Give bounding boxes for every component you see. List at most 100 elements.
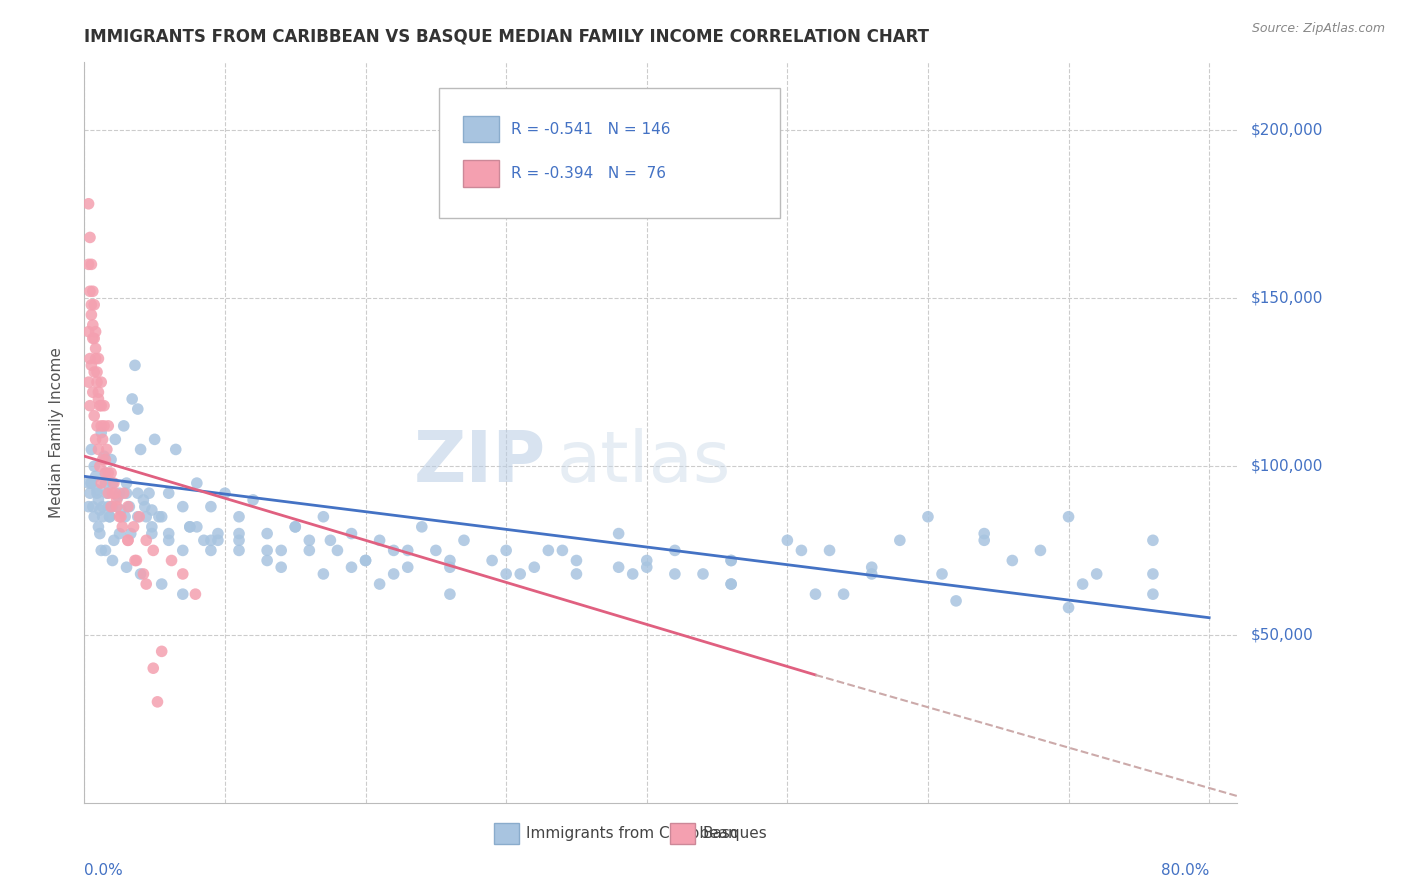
Point xyxy=(84,469,107,483)
Point xyxy=(396,543,419,558)
Point xyxy=(84,325,107,339)
Point xyxy=(179,520,201,534)
Point xyxy=(1142,566,1164,581)
Point xyxy=(135,533,157,548)
Point xyxy=(945,594,967,608)
Point xyxy=(860,560,883,574)
Point xyxy=(298,533,321,548)
Point xyxy=(354,553,377,567)
Point xyxy=(117,500,139,514)
Text: Basques: Basques xyxy=(703,826,768,840)
Point xyxy=(172,587,194,601)
Point xyxy=(207,533,229,548)
Point xyxy=(93,418,115,433)
Point xyxy=(481,553,503,567)
Point xyxy=(312,566,335,581)
Point xyxy=(110,509,132,524)
Point xyxy=(138,486,160,500)
Point xyxy=(790,543,813,558)
Point xyxy=(80,298,103,312)
Point xyxy=(82,385,104,400)
FancyBboxPatch shape xyxy=(463,161,499,186)
Point xyxy=(973,526,995,541)
Point xyxy=(77,476,100,491)
Point xyxy=(90,399,112,413)
Point xyxy=(200,500,222,514)
Point xyxy=(150,577,173,591)
FancyBboxPatch shape xyxy=(494,822,519,844)
Text: $50,000: $50,000 xyxy=(1251,627,1315,642)
Point xyxy=(77,375,100,389)
Point xyxy=(319,533,342,548)
Point xyxy=(439,553,461,567)
Point xyxy=(87,442,110,457)
Point xyxy=(141,520,163,534)
Point xyxy=(84,342,107,356)
Text: R = -0.394   N =  76: R = -0.394 N = 76 xyxy=(510,166,666,181)
Point xyxy=(228,526,250,541)
Text: $200,000: $200,000 xyxy=(1251,122,1323,137)
Point xyxy=(411,520,433,534)
Point xyxy=(200,543,222,558)
Point xyxy=(112,418,135,433)
Point xyxy=(87,392,110,406)
Text: Immigrants from Caribbean: Immigrants from Caribbean xyxy=(526,826,738,840)
Point xyxy=(509,566,531,581)
Point xyxy=(228,533,250,548)
Point xyxy=(89,399,111,413)
Point xyxy=(79,486,101,500)
Point xyxy=(453,533,475,548)
Point xyxy=(83,409,105,423)
Point xyxy=(1029,543,1052,558)
Point xyxy=(1071,577,1094,591)
Point xyxy=(523,560,546,574)
Point xyxy=(141,503,163,517)
Point xyxy=(115,476,138,491)
Point xyxy=(103,533,125,548)
Point xyxy=(105,492,128,507)
Point xyxy=(368,577,391,591)
FancyBboxPatch shape xyxy=(440,88,779,218)
Point xyxy=(214,486,236,500)
Point xyxy=(89,526,111,541)
Point xyxy=(720,553,742,567)
Point xyxy=(96,486,118,500)
Point xyxy=(97,500,120,514)
Point xyxy=(142,543,165,558)
Point xyxy=(104,486,127,500)
Point xyxy=(90,375,112,389)
Point xyxy=(636,553,658,567)
Text: Source: ZipAtlas.com: Source: ZipAtlas.com xyxy=(1251,22,1385,36)
Point xyxy=(242,492,264,507)
Point xyxy=(94,543,117,558)
Point xyxy=(94,466,117,480)
Point xyxy=(132,492,155,507)
Point xyxy=(79,351,101,366)
Point xyxy=(172,543,194,558)
Point xyxy=(77,500,100,514)
Point xyxy=(101,476,124,491)
Point xyxy=(122,520,145,534)
Text: $150,000: $150,000 xyxy=(1251,291,1323,305)
Point xyxy=(114,509,136,524)
Point xyxy=(326,543,349,558)
Point xyxy=(86,486,108,500)
Point xyxy=(565,566,588,581)
Point xyxy=(396,560,419,574)
Point xyxy=(83,298,105,312)
Point xyxy=(80,476,103,491)
Point xyxy=(86,365,108,379)
FancyBboxPatch shape xyxy=(671,822,696,844)
Point xyxy=(284,520,307,534)
Point xyxy=(83,459,105,474)
Point xyxy=(157,486,180,500)
Point xyxy=(134,500,156,514)
Point xyxy=(368,533,391,548)
Point xyxy=(101,486,124,500)
Point xyxy=(1142,587,1164,601)
Point xyxy=(157,533,180,548)
Point xyxy=(200,533,222,548)
Y-axis label: Median Family Income: Median Family Income xyxy=(49,347,63,518)
Text: R = -0.541   N = 146: R = -0.541 N = 146 xyxy=(510,121,671,136)
Point xyxy=(228,509,250,524)
